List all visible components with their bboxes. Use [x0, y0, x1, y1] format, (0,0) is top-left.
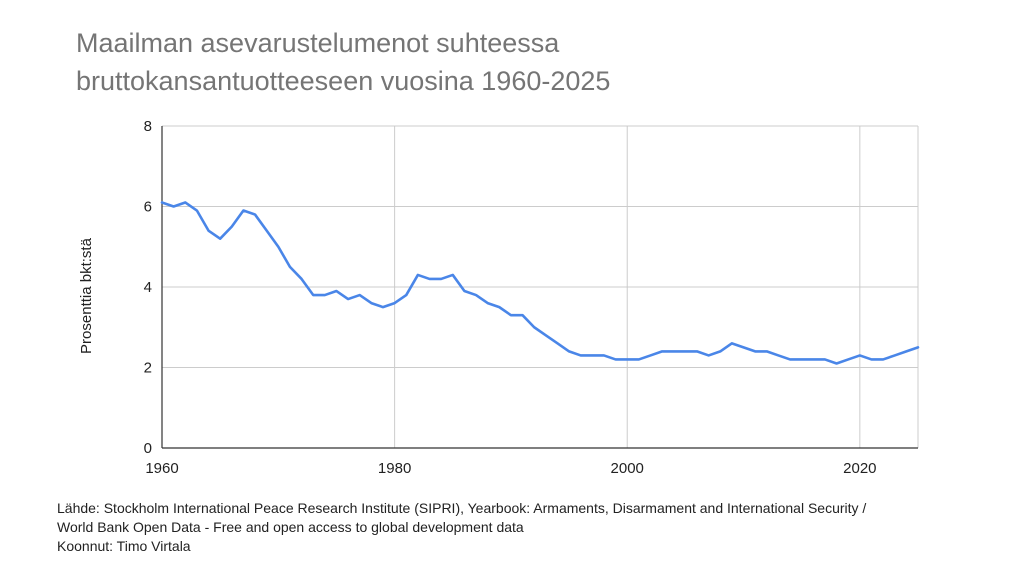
series-line — [160, 201, 920, 365]
y-tick-label: 0 — [144, 440, 152, 457]
axes — [161, 126, 918, 449]
grid-lines — [162, 125, 919, 448]
y-tick-label: 8 — [144, 118, 152, 135]
y-axis-label: Prosenttia bkt:stä — [78, 237, 95, 354]
chart-title-line-1: Maailman asevarustelumenot suhteessa — [76, 28, 560, 58]
series-layer — [160, 201, 920, 365]
source-note: Lähde: Stockholm International Peace Res… — [57, 499, 866, 556]
source-line-1: Lähde: Stockholm International Peace Res… — [57, 500, 867, 516]
y-tick-label: 4 — [144, 279, 152, 296]
chart-title: Maailman asevarustelumenot suhteessa bru… — [76, 24, 776, 100]
x-tick-label: 2020 — [843, 460, 876, 477]
chart-title-line-2: bruttokansantuotteeseen vuosina 1960-202… — [76, 66, 611, 96]
x-tick-label: 1960 — [145, 460, 178, 477]
x-tick-label: 1980 — [378, 460, 411, 477]
tick-labels: 0 2 4 6 8 1960 1980 2000 2020 — [144, 118, 877, 477]
source-line-2: World Bank Open Data - Free and open acc… — [57, 519, 524, 535]
y-tick-label: 2 — [144, 360, 152, 377]
source-credit: Koonnut: Timo Virtala — [57, 538, 191, 554]
x-tick-label: 2000 — [611, 460, 644, 477]
y-tick-label: 6 — [144, 199, 152, 216]
